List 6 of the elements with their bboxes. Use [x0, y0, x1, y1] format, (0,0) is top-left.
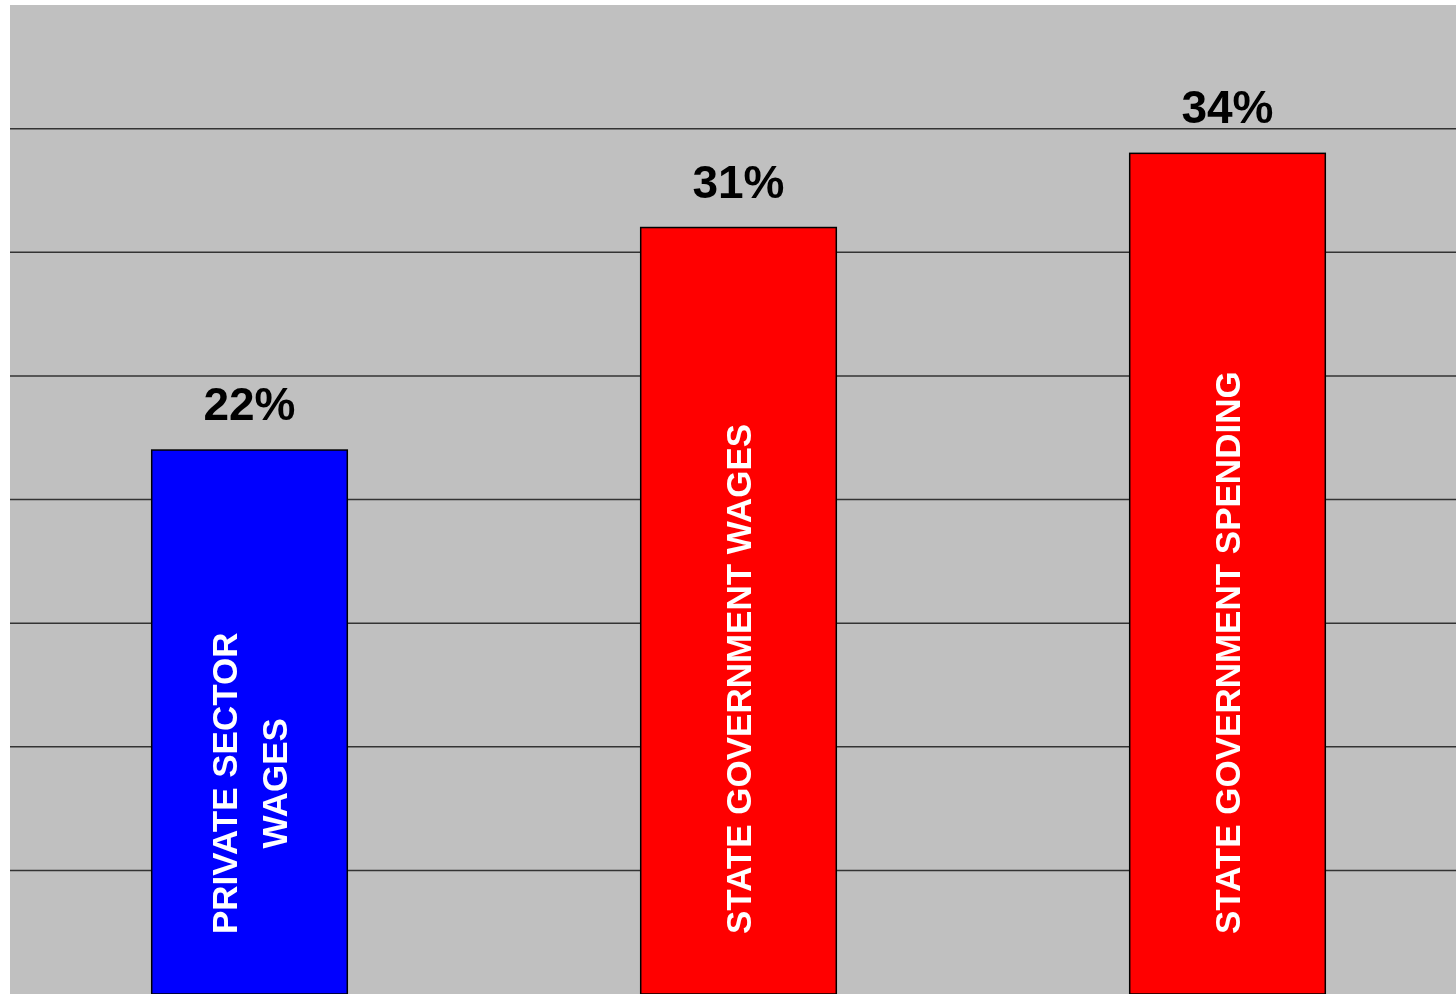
- data-label: 34%: [1181, 81, 1274, 134]
- x-tick-label: STATE GOVERNMENT WAGES: [718, 423, 758, 934]
- data-label: 31%: [692, 155, 785, 208]
- x-tick-label: STATE GOVERNMENT SPENDING: [1207, 371, 1247, 934]
- x-tick-label: PRIVATE SECTOR WAGES: [204, 632, 294, 934]
- data-label: 22%: [203, 378, 296, 431]
